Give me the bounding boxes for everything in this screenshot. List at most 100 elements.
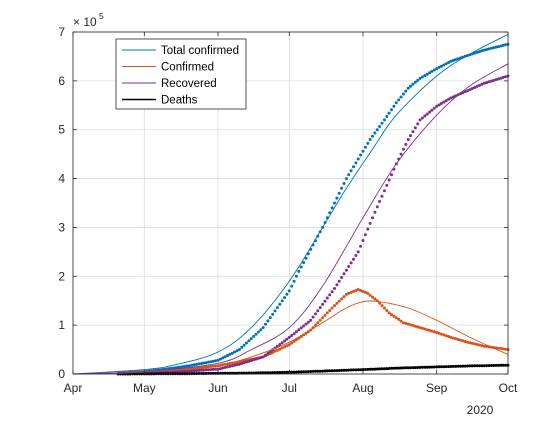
data-point-recovered: [489, 79, 493, 83]
data-point-total-confirmed: [480, 49, 484, 53]
series-confirmed-fit-line: [72, 300, 509, 375]
data-point-recovered: [478, 83, 481, 87]
data-point-total-confirmed: [390, 108, 393, 112]
data-point-deaths: [435, 365, 439, 369]
data-point-total-confirmed: [204, 361, 208, 365]
data-point-recovered: [221, 366, 225, 370]
data-point-recovered: [378, 200, 382, 203]
data-point-total-confirmed: [454, 58, 458, 62]
data-point-recovered: [202, 368, 206, 372]
data-point-recovered: [447, 97, 451, 101]
data-point-deaths: [316, 369, 320, 373]
data-point-recovered: [430, 108, 434, 112]
data-point-total-confirmed: [380, 121, 384, 125]
data-point-deaths: [430, 365, 434, 369]
data-point-total-confirmed: [302, 261, 306, 265]
data-point-total-confirmed: [428, 71, 432, 75]
data-point-total-confirmed: [475, 50, 479, 54]
data-point-recovered: [451, 95, 455, 99]
data-point-deaths: [432, 365, 436, 369]
data-point-deaths: [283, 370, 287, 374]
data-point-recovered: [197, 368, 201, 372]
data-point-deaths: [463, 364, 467, 368]
data-point-recovered: [356, 250, 360, 254]
data-point-total-confirmed: [271, 312, 275, 316]
data-point-confirmed: [271, 351, 275, 354]
data-point-deaths: [497, 363, 500, 367]
data-point-confirmed: [330, 306, 334, 310]
data-point-confirmed: [470, 341, 474, 345]
data-point-recovered: [316, 309, 320, 313]
legend: Total confirmed Confirmed Recovered Deaths: [115, 38, 247, 110]
y-tick-label: 3: [58, 220, 65, 234]
ticks: Apr May Jun Jul Aug Sep Oct 0 1 2 3 4 5 6 7: [58, 25, 518, 395]
y-exponent-power: 5: [99, 11, 104, 21]
y-tick-label: 5: [58, 123, 65, 137]
data-point-deaths: [373, 367, 377, 371]
data-point-confirmed: [349, 290, 353, 294]
data-point-confirmed: [437, 331, 441, 335]
data-point-confirmed: [466, 340, 470, 344]
data-point-recovered: [297, 328, 301, 332]
data-point-confirmed: [420, 326, 424, 330]
data-point-recovered: [344, 268, 348, 272]
data-point-confirmed: [413, 324, 417, 328]
data-point-total-confirmed: [489, 46, 493, 50]
x-tick-label: May: [133, 381, 156, 395]
data-point-recovered: [444, 99, 448, 103]
data-point-confirmed: [501, 347, 505, 351]
data-point-deaths: [442, 365, 446, 369]
data-point-confirmed: [449, 335, 453, 339]
data-point-deaths: [342, 368, 346, 372]
data-point-deaths: [371, 367, 374, 371]
data-point-total-confirmed: [237, 348, 241, 352]
data-point-total-confirmed: [487, 47, 491, 51]
data-point-recovered: [237, 362, 241, 366]
data-point-total-confirmed: [361, 149, 365, 153]
y-exponent-prefix: × 10: [73, 15, 97, 29]
data-point-confirmed: [478, 343, 481, 347]
data-point-confirmed: [497, 346, 500, 350]
data-point-deaths: [425, 365, 429, 369]
data-point-total-confirmed: [354, 161, 358, 165]
data-point-recovered: [349, 261, 353, 265]
data-point-total-confirmed: [209, 360, 213, 364]
data-point-confirmed: [337, 299, 341, 303]
data-point-recovered: [404, 142, 408, 146]
data-point-total-confirmed: [473, 51, 477, 55]
data-point-confirmed: [390, 313, 393, 317]
fit-line-confirmed: [72, 300, 509, 375]
data-point-total-confirmed: [242, 343, 246, 347]
data-point-recovered: [328, 293, 332, 297]
data-point-deaths: [304, 370, 308, 374]
data-point-deaths: [385, 367, 389, 371]
data-point-recovered: [321, 302, 325, 306]
data-point-confirmed: [287, 343, 291, 347]
data-point-recovered: [278, 343, 282, 346]
data-point-total-confirmed: [268, 316, 272, 320]
data-point-recovered: [390, 173, 393, 177]
data-point-deaths: [409, 366, 412, 370]
data-point-total-confirmed: [368, 138, 372, 141]
y-tick-label: 2: [58, 269, 65, 283]
data-point-recovered: [325, 296, 329, 300]
data-point-deaths: [439, 365, 443, 369]
data-point-recovered: [240, 362, 244, 365]
data-point-deaths: [366, 367, 370, 371]
data-point-recovered: [190, 369, 194, 373]
data-point-deaths: [501, 363, 505, 367]
data-point-deaths: [359, 368, 363, 372]
data-point-deaths: [394, 366, 398, 370]
data-point-deaths: [323, 369, 327, 373]
data-point-recovered: [311, 315, 315, 319]
legend-entries: Total confirmed Confirmed Recovered Deaths: [122, 45, 239, 107]
data-point-confirmed: [314, 323, 317, 327]
data-point-recovered: [333, 287, 336, 290]
data-point-confirmed: [451, 336, 455, 340]
data-point-total-confirmed: [230, 351, 234, 355]
data-point-recovered: [216, 367, 220, 371]
data-point-deaths: [406, 366, 410, 370]
data-point-recovered: [249, 359, 253, 363]
data-point-deaths: [399, 366, 403, 370]
data-point-confirmed: [278, 347, 282, 351]
